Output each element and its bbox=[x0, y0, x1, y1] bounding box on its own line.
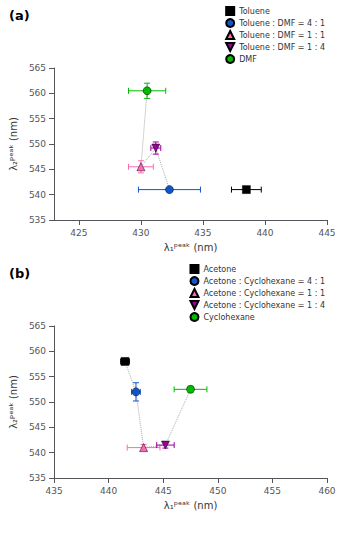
svg-text:455: 455 bbox=[264, 486, 281, 496]
svg-text:535: 535 bbox=[29, 215, 46, 225]
svg-text:DMF: DMF bbox=[239, 55, 257, 64]
svg-text:λ₂ᵖᵉᵃᵏ (nm): λ₂ᵖᵉᵃᵏ (nm) bbox=[8, 375, 19, 429]
svg-text:565: 565 bbox=[29, 321, 46, 331]
svg-text:435: 435 bbox=[45, 486, 62, 496]
svg-text:Toluene : DMF = 1 : 4: Toluene : DMF = 1 : 4 bbox=[238, 43, 325, 52]
svg-text:425: 425 bbox=[70, 228, 87, 238]
svg-text:535: 535 bbox=[29, 473, 46, 483]
svg-text:435: 435 bbox=[194, 228, 211, 238]
svg-text:555: 555 bbox=[29, 114, 46, 124]
svg-text:550: 550 bbox=[29, 139, 46, 149]
svg-text:Acetone : Cyclohexane = 4 : 1: Acetone : Cyclohexane = 4 : 1 bbox=[203, 277, 325, 286]
svg-text:(b): (b) bbox=[9, 266, 30, 281]
svg-text:450: 450 bbox=[209, 486, 226, 496]
svg-text:λ₂ᵖᵉᵃᵏ (nm): λ₂ᵖᵉᵃᵏ (nm) bbox=[8, 117, 19, 171]
svg-text:540: 540 bbox=[29, 448, 46, 458]
svg-text:Toluene : DMF = 1 : 1: Toluene : DMF = 1 : 1 bbox=[238, 31, 325, 40]
svg-text:Cyclohexane: Cyclohexane bbox=[203, 313, 254, 322]
svg-text:Toluene: Toluene bbox=[238, 7, 270, 16]
svg-text:545: 545 bbox=[29, 164, 46, 174]
svg-text:440: 440 bbox=[100, 486, 117, 496]
svg-text:445: 445 bbox=[155, 486, 172, 496]
svg-text:565: 565 bbox=[29, 63, 46, 73]
svg-text:460: 460 bbox=[318, 486, 335, 496]
svg-text:λ₁ᵖᵉᵃᵏ (nm): λ₁ᵖᵉᵃᵏ (nm) bbox=[164, 242, 218, 253]
svg-text:λ₁ᵖᵉᵃᵏ (nm): λ₁ᵖᵉᵃᵏ (nm) bbox=[164, 500, 218, 511]
svg-text:445: 445 bbox=[318, 228, 335, 238]
svg-text:Acetone : Cyclohexane = 1 : 1: Acetone : Cyclohexane = 1 : 1 bbox=[203, 289, 325, 298]
svg-text:Acetone: Acetone bbox=[203, 265, 236, 274]
svg-text:(a): (a) bbox=[9, 8, 30, 23]
svg-text:555: 555 bbox=[29, 372, 46, 382]
svg-text:560: 560 bbox=[29, 346, 46, 356]
svg-text:545: 545 bbox=[29, 422, 46, 432]
svg-text:550: 550 bbox=[29, 397, 46, 407]
svg-text:Toluene : DMF = 4 : 1: Toluene : DMF = 4 : 1 bbox=[238, 19, 325, 28]
svg-text:430: 430 bbox=[132, 228, 149, 238]
svg-text:Acetone : Cyclohexane = 1 : 4: Acetone : Cyclohexane = 1 : 4 bbox=[203, 301, 325, 310]
svg-text:440: 440 bbox=[256, 228, 273, 238]
svg-text:560: 560 bbox=[29, 88, 46, 98]
svg-text:540: 540 bbox=[29, 190, 46, 200]
